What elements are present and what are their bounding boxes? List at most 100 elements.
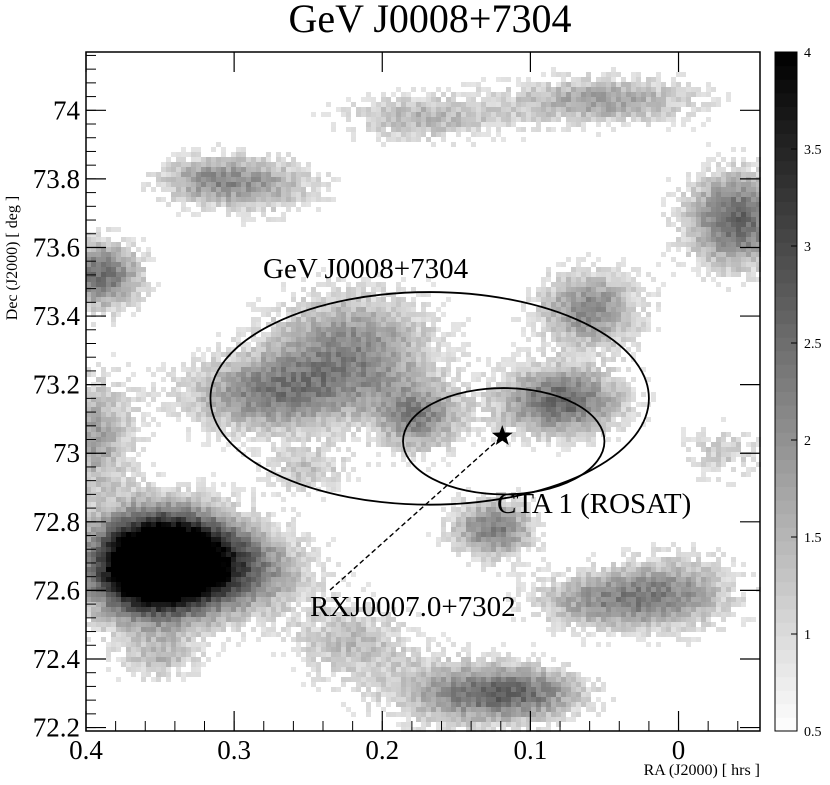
heatmap-cell: [621, 302, 626, 307]
heatmap-cell: [431, 397, 436, 402]
heatmap-cell: [496, 512, 501, 517]
heatmap-cell: [341, 277, 346, 282]
heatmap-cell: [361, 277, 366, 282]
heatmap-cell: [316, 412, 321, 417]
heatmap-cell: [341, 107, 346, 112]
heatmap-cell: [216, 202, 221, 207]
heatmap-cell: [306, 342, 311, 347]
heatmap-cell: [601, 107, 606, 112]
heatmap-cell: [601, 297, 606, 302]
heatmap-cell: [266, 532, 271, 537]
heatmap-cell: [221, 182, 226, 187]
heatmap-cell: [261, 427, 266, 432]
heatmap-cell: [281, 472, 286, 477]
heatmap-cell: [606, 377, 611, 382]
heatmap-cell: [256, 422, 261, 427]
heatmap-cell: [236, 202, 241, 207]
heatmap-cell: [86, 297, 91, 302]
heatmap-cell: [381, 442, 386, 447]
heatmap-cell: [521, 302, 526, 307]
heatmap-cell: [611, 112, 616, 117]
heatmap-cell: [381, 127, 386, 132]
heatmap-cell: [311, 302, 316, 307]
heatmap-cell: [556, 277, 561, 282]
heatmap-cell: [421, 337, 426, 342]
heatmap-cell: [541, 377, 546, 382]
heatmap-cell: [396, 107, 401, 112]
heatmap-cell: [606, 372, 611, 377]
heatmap-cell: [186, 182, 191, 187]
heatmap-cell: [311, 472, 316, 477]
heatmap-cell: [136, 467, 141, 472]
heatmap-cell: [671, 212, 676, 217]
heatmap-cell: [641, 117, 646, 122]
heatmap-cell: [386, 122, 391, 127]
heatmap-cell: [616, 287, 621, 292]
heatmap-cell: [431, 332, 436, 337]
heatmap-cell: [726, 217, 731, 222]
heatmap-cell: [371, 317, 376, 322]
heatmap-cell: [106, 372, 111, 377]
heatmap-cell: [641, 97, 646, 102]
heatmap-cell: [206, 187, 211, 192]
heatmap-cell: [291, 412, 296, 417]
heatmap-cell: [326, 327, 331, 332]
heatmap-cell: [396, 137, 401, 142]
heatmap-cell: [101, 477, 106, 482]
heatmap-cell: [461, 402, 466, 407]
heatmap-cell: [621, 297, 626, 302]
heatmap-cell: [586, 417, 591, 422]
heatmap-cell: [721, 442, 726, 447]
heatmap-cell: [446, 382, 451, 387]
heatmap-cell: [531, 357, 536, 362]
heatmap-cell: [101, 437, 106, 442]
heatmap-cell: [521, 127, 526, 132]
heatmap-cell: [381, 372, 386, 377]
heatmap-cell: [596, 92, 601, 97]
heatmap-cell: [301, 357, 306, 362]
heatmap-cell: [161, 197, 166, 202]
heatmap-cell: [431, 97, 436, 102]
heatmap-cell: [271, 467, 276, 472]
heatmap-cell: [581, 317, 586, 322]
heatmap-cell: [731, 227, 736, 232]
heatmap-cell: [176, 157, 181, 162]
heatmap-cell: [271, 332, 276, 337]
heatmap-cell: [201, 502, 206, 507]
heatmap-cell: [716, 442, 721, 447]
heatmap-cell: [376, 322, 381, 327]
heatmap-cell: [326, 307, 331, 312]
heatmap-cell: [121, 397, 126, 402]
heatmap-cell: [226, 397, 231, 402]
heatmap-cell: [206, 347, 211, 352]
heatmap-cell: [556, 357, 561, 362]
heatmap-cell: [476, 432, 481, 437]
heatmap-cell: [561, 72, 566, 77]
heatmap-cell: [591, 102, 596, 107]
heatmap-cell: [311, 192, 316, 197]
heatmap-cell: [321, 417, 326, 422]
heatmap-cell: [431, 402, 436, 407]
heatmap-cell: [591, 382, 596, 387]
heatmap-cell: [341, 377, 346, 382]
heatmap-cell: [311, 197, 316, 202]
heatmap-cell: [406, 322, 411, 327]
heatmap-cell: [351, 437, 356, 442]
heatmap-cell: [256, 532, 261, 537]
heatmap-cell: [286, 397, 291, 402]
heatmap-cell: [321, 182, 326, 187]
heatmap-cell: [161, 532, 166, 537]
heatmap-cell: [546, 287, 551, 292]
heatmap-cell: [161, 162, 166, 167]
heatmap-cell: [511, 367, 516, 372]
heatmap-cell: [476, 392, 481, 397]
heatmap-cell: [691, 112, 696, 117]
heatmap-cell: [281, 427, 286, 432]
heatmap-cell: [701, 162, 706, 167]
heatmap-cell: [286, 192, 291, 197]
heatmap-cell: [626, 292, 631, 297]
heatmap-cell: [706, 252, 711, 257]
heatmap-cell: [361, 362, 366, 367]
heatmap-cell: [261, 392, 266, 397]
heatmap-cell: [226, 197, 231, 202]
